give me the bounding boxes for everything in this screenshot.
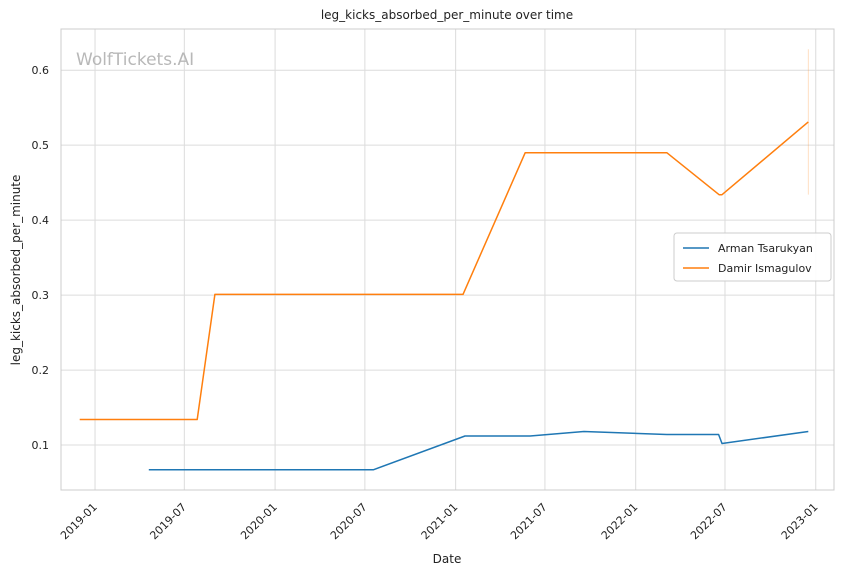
y-tick-label: 0.6 — [32, 64, 50, 77]
chart-title: leg_kicks_absorbed_per_minute over time — [321, 8, 573, 22]
legend-label-arman-tsarukyan: Arman Tsarukyan — [718, 242, 813, 255]
series-line-damir-ismagulov — [79, 121, 809, 421]
x-axis-label: Date — [433, 552, 462, 566]
y-tick-label: 0.4 — [32, 214, 50, 227]
grid — [61, 29, 834, 490]
y-axis-ticks: 0.1 0.2 0.3 0.4 0.5 0.6 — [32, 64, 50, 452]
watermark: WolfTickets.AI — [76, 50, 194, 70]
y-tick-label: 0.3 — [32, 289, 50, 302]
series-line-arman-tsarukyan — [148, 430, 809, 471]
y-tick-label: 0.2 — [32, 364, 50, 377]
legend: Arman Tsarukyan Damir Ismagulov — [673, 232, 832, 282]
y-tick-label: 0.1 — [32, 439, 50, 452]
plot-frame — [60, 28, 835, 491]
legend-label-damir-ismagulov: Damir Ismagulov — [718, 262, 812, 275]
series-layer — [79, 49, 809, 471]
y-tick-label: 0.5 — [32, 139, 50, 152]
y-axis-label: leg_kicks_absorbed_per_minute — [9, 175, 23, 366]
legend-box — [673, 232, 832, 282]
